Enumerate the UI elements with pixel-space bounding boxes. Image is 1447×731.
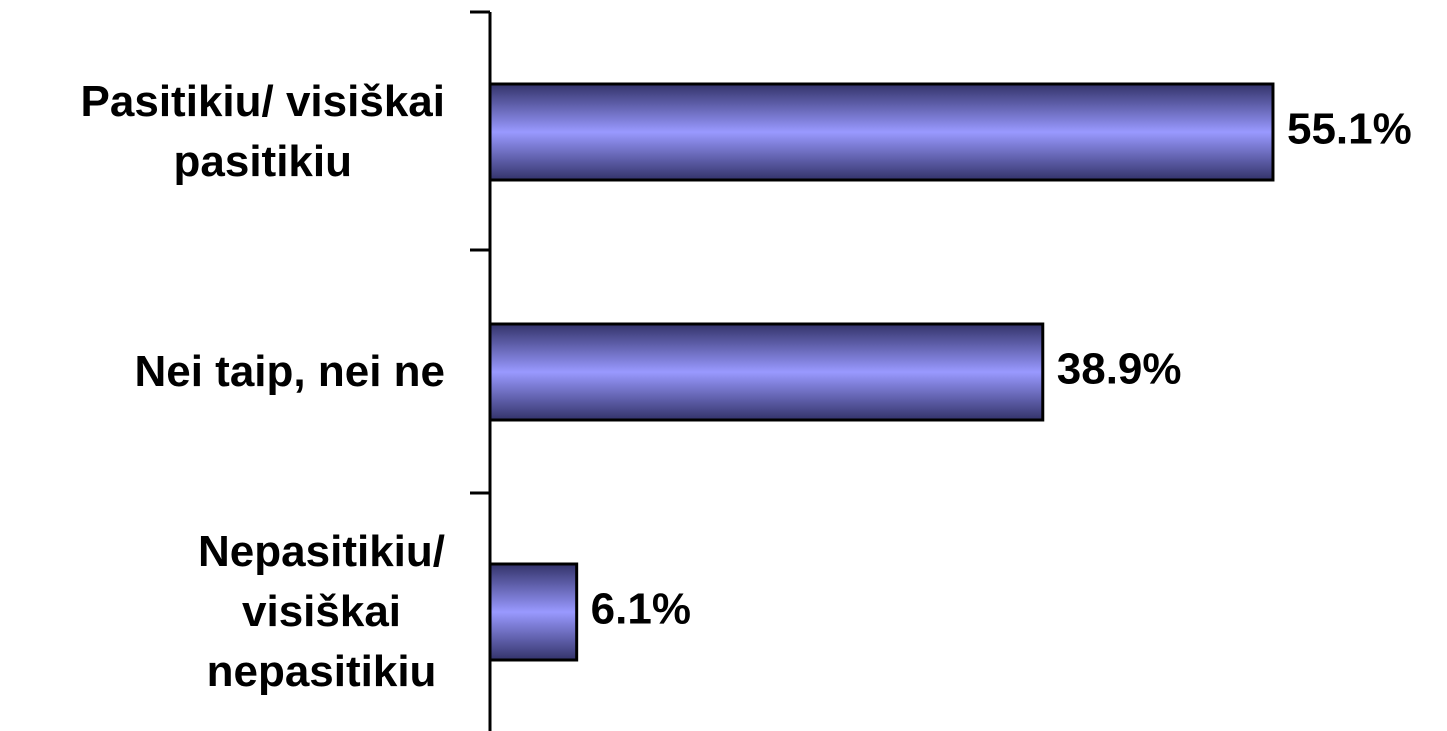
category-label: Nei taip, nei ne (134, 347, 445, 396)
bar (488, 82, 1275, 182)
bar (488, 562, 579, 662)
category-label: Nepasitikiu/ visiškai nepasitikiu (198, 527, 445, 696)
bar (488, 322, 1045, 422)
category-label: Pasitikiu/ visiškai pasitikiu (80, 77, 445, 186)
value-label: 6.1% (591, 585, 691, 634)
value-label: 38.9% (1057, 345, 1182, 394)
value-label: 55.1% (1287, 105, 1412, 154)
